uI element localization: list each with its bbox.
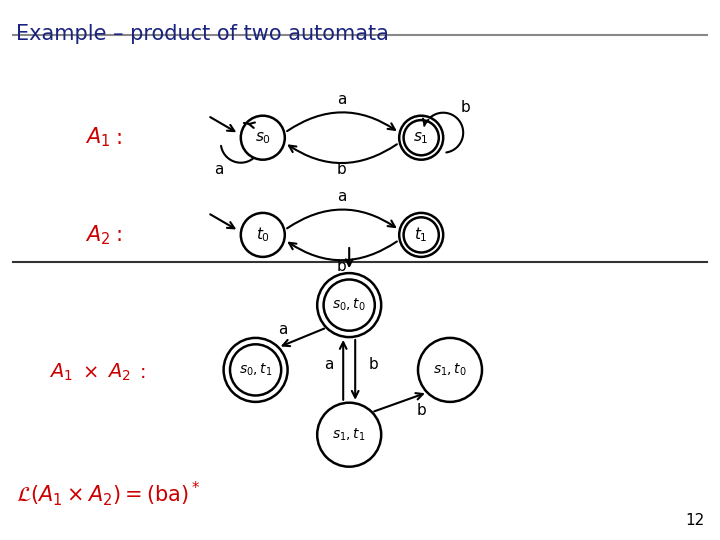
Circle shape [224,338,287,402]
Text: $A_1$: $A_1$ [50,362,73,383]
Text: $s_0,t_1$: $s_0,t_1$ [239,362,272,378]
Text: $A_2$: $A_2$ [107,362,130,383]
Text: $A_1$: $A_1$ [84,126,110,150]
Text: $A_2$: $A_2$ [84,223,110,247]
Circle shape [404,217,438,253]
Circle shape [323,280,375,330]
Text: :: : [115,127,122,148]
Text: a: a [214,162,223,177]
Text: $\mathcal{L}(A_1 \times A_2) = (\mathrm{ba})^*$: $\mathcal{L}(A_1 \times A_2) = (\mathrm{… [16,480,201,509]
Text: a: a [337,190,347,205]
Circle shape [399,213,444,257]
Circle shape [399,116,444,160]
Circle shape [230,345,282,395]
Text: Example – product of two automata: Example – product of two automata [16,24,389,44]
Text: $s_1$: $s_1$ [413,130,429,146]
Circle shape [418,338,482,402]
Text: b: b [417,403,426,418]
Text: a: a [325,357,334,373]
Text: 12: 12 [685,513,704,528]
Text: :: : [115,225,122,245]
Text: $s_0$: $s_0$ [255,130,271,146]
Circle shape [240,213,285,257]
Text: a: a [337,92,347,107]
Circle shape [404,120,438,156]
Text: a: a [278,322,287,337]
Text: $t_0$: $t_0$ [256,226,270,244]
Text: $s_0,t_0$: $s_0,t_0$ [332,297,366,313]
Text: $s_1,t_0$: $s_1,t_0$ [433,362,467,378]
Text: $\times$: $\times$ [82,363,98,382]
Text: b: b [337,259,347,274]
Circle shape [240,116,285,160]
Text: $s_1,t_1$: $s_1,t_1$ [333,427,366,443]
Text: b: b [337,162,347,177]
Circle shape [318,403,381,467]
Text: $t_1$: $t_1$ [414,226,428,244]
Text: :: : [139,363,146,382]
Text: b: b [369,357,378,373]
Text: b: b [460,100,470,115]
Circle shape [318,273,381,337]
